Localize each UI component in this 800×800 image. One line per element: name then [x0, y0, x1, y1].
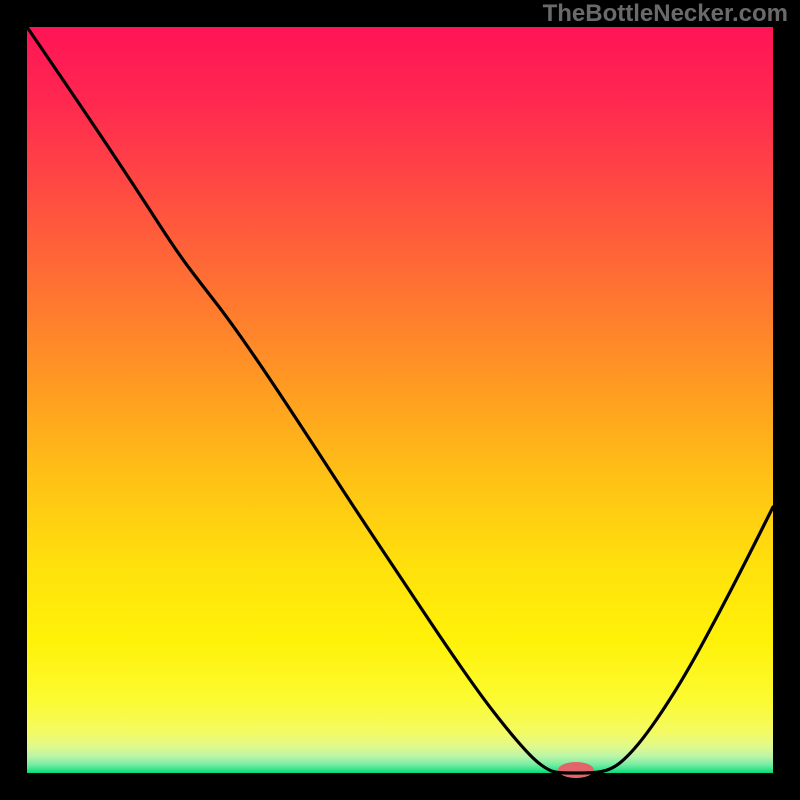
chart-container: TheBottleNecker.com: [0, 0, 800, 800]
watermark-text: TheBottleNecker.com: [543, 0, 788, 28]
optimal-marker: [558, 762, 594, 778]
bottleneck-chart: [0, 0, 800, 800]
plot-background: [27, 27, 773, 773]
